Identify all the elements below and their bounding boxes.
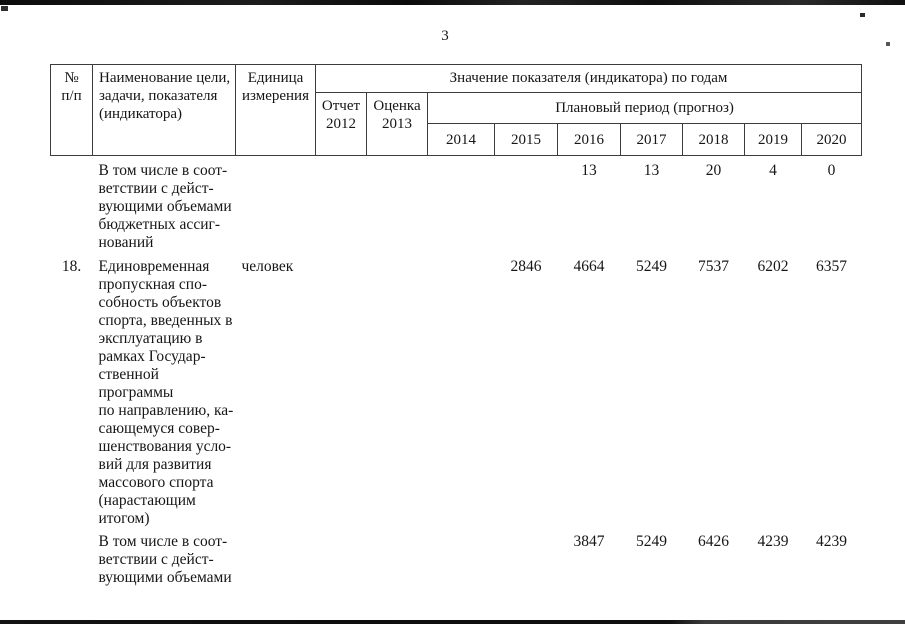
unit-cell bbox=[236, 528, 316, 587]
value-cell-2019: 4239 bbox=[757, 533, 789, 550]
value-cell-2018: 20 bbox=[705, 162, 722, 179]
scan-border-bottom bbox=[0, 620, 905, 624]
header-cell-plan-period: Плановый период (прогноз) bbox=[426, 92, 863, 124]
header-cell-year-2018: 2018 bbox=[682, 123, 745, 156]
header-cell-name: Наименование цели, задачи, показателя (и… bbox=[92, 64, 236, 156]
value-cell-2016: 13 bbox=[581, 162, 597, 179]
unit-cell bbox=[236, 156, 316, 253]
value-cell-2019: 6202 bbox=[757, 258, 789, 275]
value-cell-2012 bbox=[316, 156, 367, 253]
header-cell-year-2019: 2019 bbox=[744, 123, 802, 156]
value-cell-2015 bbox=[495, 156, 558, 253]
value-cell-2016: 3847 bbox=[573, 533, 605, 550]
value-cell-2015: 2846 bbox=[510, 258, 542, 275]
value-cell-2017: 13 bbox=[643, 162, 660, 179]
value-cell-2020: 0 bbox=[827, 162, 836, 179]
value-cell-2018: 7537 bbox=[698, 258, 729, 275]
value-cell-2020: 6357 bbox=[816, 258, 848, 275]
header-cell-report-2012: Отчет 2012 bbox=[315, 92, 367, 156]
indicator-values-table: № п/п Наименование цели, задачи, показат… bbox=[50, 64, 863, 587]
value-cell-2014 bbox=[428, 156, 495, 253]
value-cell-2014 bbox=[428, 252, 495, 528]
indicator-name-cell: Единовременная пропускная спо- собность … bbox=[98, 258, 234, 527]
value-cell-2013 bbox=[367, 156, 428, 253]
header-cell-year-2014: 2014 bbox=[427, 123, 495, 156]
header-cell-values-by-year: Значение показателя (индикатора) по года… bbox=[314, 64, 863, 93]
page-number: 3 bbox=[441, 28, 449, 44]
row-number-cell bbox=[51, 528, 93, 587]
value-cell-2016: 4664 bbox=[573, 258, 605, 275]
header-cell-number: № п/п bbox=[50, 64, 93, 156]
indicator-name-cell: В том числе в соот- ветствии с дейст- ву… bbox=[98, 162, 232, 251]
table-row: В том числе в соот- ветствии с дейст- ву… bbox=[51, 528, 862, 587]
header-cell-estimate-2013: Оценка 2013 bbox=[366, 92, 428, 156]
value-cell-2013 bbox=[367, 252, 428, 528]
value-cell-2017: 5249 bbox=[636, 533, 667, 550]
table-header: № п/п Наименование цели, задачи, показат… bbox=[50, 64, 863, 156]
unit-cell: человек bbox=[241, 258, 294, 275]
value-cell-2015 bbox=[495, 528, 558, 587]
header-cell-year-2017: 2017 bbox=[620, 123, 683, 156]
value-cell-2020: 4239 bbox=[816, 533, 848, 550]
header-cell-year-2020: 2020 bbox=[800, 123, 863, 156]
header-cell-year-2016: 2016 bbox=[557, 123, 621, 156]
value-cell-2012 bbox=[316, 252, 367, 528]
row-number-cell: 18. bbox=[61, 258, 82, 275]
scan-artifact bbox=[886, 42, 890, 46]
value-cell-2013 bbox=[367, 528, 428, 587]
header-cell-year-2015: 2015 bbox=[494, 123, 558, 156]
scan-border-top bbox=[0, 0, 905, 5]
header-cell-unit: Единица измерения bbox=[235, 64, 316, 156]
table-row: В том числе в соот- ветствии с дейст- ву… bbox=[51, 156, 862, 253]
indicator-name-cell: В том числе в соот- ветствии с дейст- ву… bbox=[98, 533, 232, 586]
table-row: 18. Единовременная пропускная спо- собно… bbox=[51, 252, 862, 528]
row-number-cell bbox=[51, 156, 93, 253]
value-cell-2014 bbox=[428, 528, 495, 587]
value-cell-2017: 5249 bbox=[636, 258, 667, 275]
scan-artifact bbox=[1, 6, 8, 11]
scan-artifact bbox=[860, 13, 865, 17]
value-cell-2019: 4 bbox=[769, 162, 777, 179]
value-cell-2018: 6426 bbox=[698, 533, 729, 550]
value-cell-2012 bbox=[316, 528, 367, 587]
